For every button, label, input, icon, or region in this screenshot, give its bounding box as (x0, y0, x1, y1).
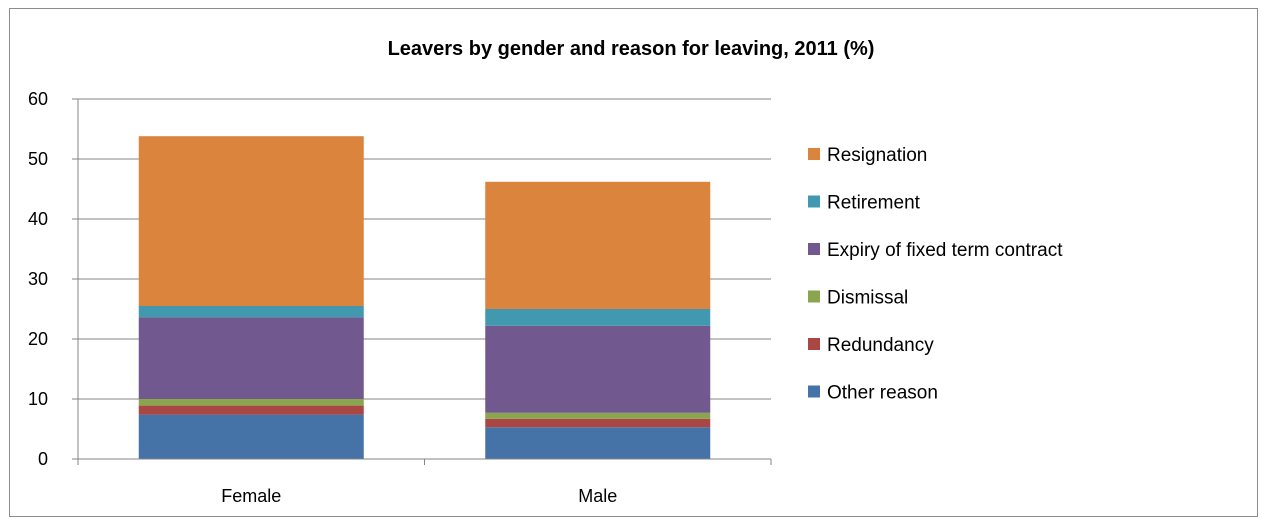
bar-female-dismissal (138, 399, 364, 406)
legend-swatch-other-reason (808, 385, 820, 398)
legend-label-resignation: Resignation (827, 145, 927, 166)
legend-label-retirement: Retirement (827, 193, 921, 214)
legend-swatch-resignation (808, 148, 820, 160)
legend-swatch-dismissal (808, 290, 820, 303)
bars (138, 136, 711, 459)
legend-label-dismissal: Dismissal (827, 288, 908, 309)
legend: Resignation Retirement Expiry of fixed ter… (808, 145, 1063, 404)
chart-title: Leavers by gender and reason for leaving… (387, 38, 875, 60)
bar-female-redundancy (138, 405, 364, 415)
bar-male-retirement (485, 309, 711, 326)
legend-swatch-expiry-of-fixed-term-contract (808, 243, 820, 255)
y-tick-label-30: 30 (28, 269, 48, 289)
axes: 0 10 20 30 40 50 60 Female Male (28, 89, 772, 506)
bar-female-expiry-of-fixed-term-contract (138, 317, 364, 399)
bar-male-resignation (485, 181, 711, 309)
x-tick-label-female: Female (221, 486, 281, 506)
y-tick-label-0: 0 (38, 449, 48, 469)
legend-label-expiry-of-fixed-term-contract: Expiry of fixed term contract (827, 240, 1063, 261)
bar-male-expiry-of-fixed-term-contract (485, 325, 711, 413)
bar-male-redundancy (485, 418, 711, 428)
x-tick-label-male: Male (578, 486, 617, 506)
bar-female-resignation (138, 136, 364, 306)
bar-male-other-reason (485, 427, 711, 459)
y-tick-label-40: 40 (28, 209, 48, 229)
y-tick-label-60: 60 (28, 89, 48, 109)
legend-swatch-retirement (808, 195, 820, 208)
bar-male-dismissal (485, 412, 711, 419)
legend-label-other-reason: Other reason (827, 383, 938, 404)
legend-label-redundancy: Redundancy (827, 335, 934, 356)
bar-female-other-reason (138, 414, 364, 459)
bar-female-retirement (138, 306, 364, 318)
y-tick-label-10: 10 (28, 389, 48, 409)
y-tick-label-50: 50 (28, 149, 48, 169)
y-tick-label-20: 20 (28, 329, 48, 349)
legend-swatch-redundancy (808, 338, 820, 350)
